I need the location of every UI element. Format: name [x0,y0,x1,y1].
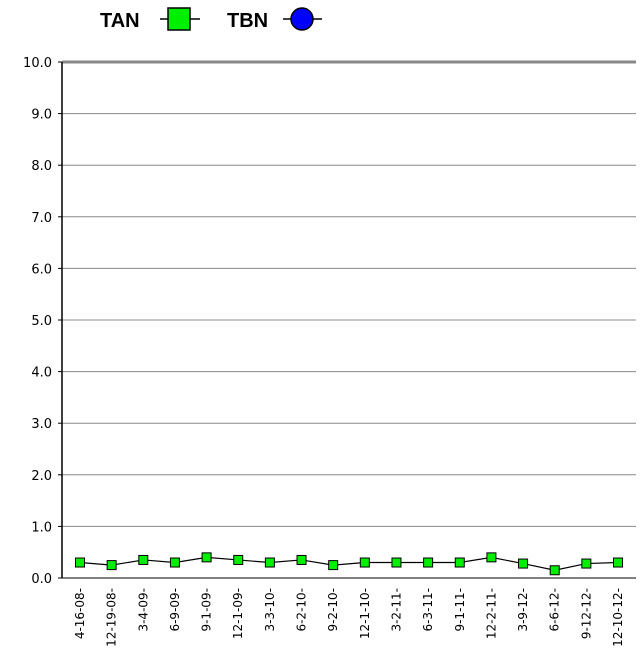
y-tick-label: 6.0 [31,262,52,277]
data-point-tan [518,558,529,569]
data-point-tan [169,557,180,568]
y-axis-tick-labels: 0.0 1.0 2.0 3.0 4.0 5.0 6.0 7.0 8.0 9.0 10.0 [23,56,62,587]
y-tick-label: 4.0 [31,366,52,381]
data-point-tan [613,557,623,568]
x-tick-label: 3-2-11- [389,588,403,632]
data-point-tan [486,552,497,563]
x-tick-label: 9-1-11- [453,588,467,632]
x-tick-label: 6-6-12- [548,588,562,632]
data-point-tan [454,557,465,568]
data-point-tan [549,565,560,576]
x-tick-label: 6-3-11- [421,588,435,632]
x-tick-label: 4-16-08- [73,588,87,639]
legend-label-tbn: TBN [227,10,268,32]
x-tick-label: 12-1-09- [231,588,245,639]
legend-marker-tbn [283,7,322,31]
x-axis-tick-labels: 4-16-08- 12-19-08- 3-4-09- 6-9-09- 9-1-09- 12… [73,588,625,647]
x-tick-label: 12-10-12- [611,588,625,647]
data-point-tan [75,557,85,568]
y-tick-label: 10.0 [23,56,52,71]
series-line-tan [79,556,619,571]
data-point-tan [233,554,244,565]
y-tick-label: 2.0 [31,469,52,484]
y-tick-label: 5.0 [31,314,52,329]
x-tick-label: 12-1-10- [358,588,372,639]
data-point-tan [391,557,402,568]
legend-label-tan: TAN [100,10,140,32]
x-tick-label: 3-4-09- [136,588,150,632]
x-tick-label: 6-9-09- [168,588,182,632]
gridlines [62,61,636,527]
data-point-tan [359,557,370,568]
y-tick-label: 3.0 [31,417,52,432]
x-tick-label: 9-1-09- [200,588,214,632]
x-tick-label: 9-2-10- [326,588,340,632]
data-point-tan [328,560,339,571]
data-point-tan [423,557,434,568]
y-tick-label: 0.0 [31,572,52,587]
x-tick-label: 3-9-12- [516,588,530,632]
x-tick-label: 3-3-10- [263,588,277,632]
data-point-tan [201,552,212,563]
data-point-tan [106,560,117,571]
y-tick-label: 9.0 [31,108,52,123]
y-tick-label: 7.0 [31,211,52,226]
y-tick-label: 8.0 [31,159,52,174]
legend: TAN TBN [100,7,322,32]
data-point-tan [296,554,307,565]
x-tick-label: 6-2-10- [295,588,309,632]
y-tick-label: 1.0 [31,520,52,535]
legend-marker-tan [160,7,200,31]
data-point-tan [264,557,275,568]
x-tick-label: 12-2-11- [484,588,498,639]
data-point-tan [138,554,149,565]
data-point-tan [581,558,592,569]
series-tan [75,552,623,576]
axes [61,60,636,579]
x-tick-label: 9-12-12- [579,588,593,639]
x-tick-label: 12-19-08- [105,588,119,647]
